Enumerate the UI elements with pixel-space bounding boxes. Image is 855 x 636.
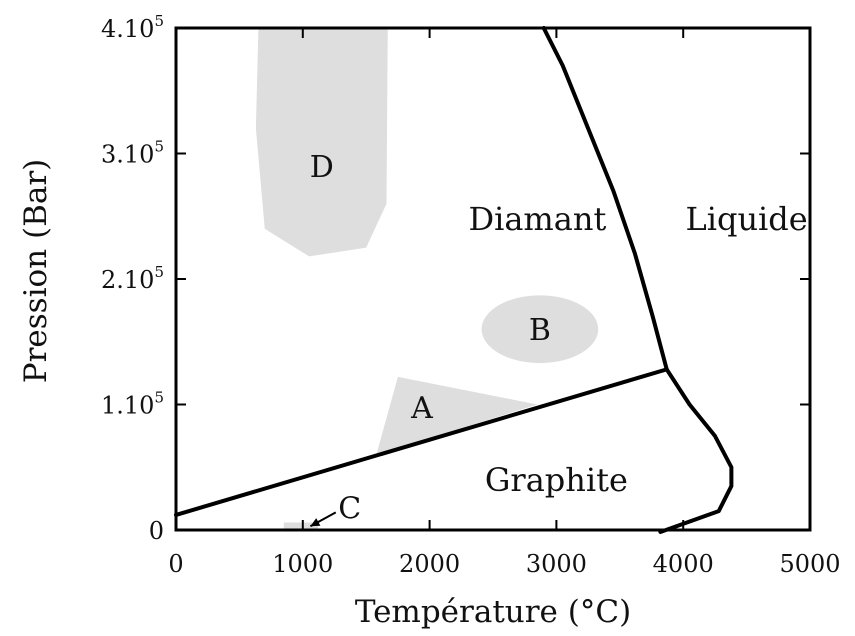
phase-label-diamant: Diamant	[468, 200, 606, 238]
y-tick-label: 4.105	[101, 12, 164, 43]
x-tick-label: 2000	[399, 550, 460, 578]
y-axis: 0 1.105 2.105 3.105 4.105	[101, 12, 810, 545]
y-tick-label: 2.105	[101, 263, 164, 294]
x-tick-label: 5000	[779, 550, 840, 578]
zone-label-b: B	[529, 313, 551, 348]
phase-label-liquide: Liquide	[685, 200, 807, 238]
zone-b	[481, 295, 599, 364]
labels-layer: Diamant Liquide Graphite A B C D	[310, 150, 808, 528]
zone-c	[283, 522, 319, 530]
y-tick-label: 1.105	[101, 389, 164, 420]
zone-label-a: A	[410, 391, 433, 426]
boundary-graphite-diamant	[174, 367, 669, 517]
x-tick-label: 4000	[653, 550, 714, 578]
y-axis-title: Pression (Bar)	[18, 159, 54, 384]
annotation-arrow-head	[310, 518, 321, 527]
x-tick-label: 3000	[526, 550, 587, 578]
zone-label-d: D	[310, 150, 334, 185]
phase-label-graphite: Graphite	[485, 461, 628, 499]
y-tick-label: 3.105	[101, 138, 164, 169]
y-tick-label: 0	[149, 517, 164, 545]
zone-a	[376, 376, 538, 455]
zone-label-c: C	[338, 491, 361, 526]
x-axis: 0 1000 2000 3000 4000 5000	[168, 28, 841, 578]
zone-d	[255, 28, 388, 257]
boundaries-layer	[174, 26, 734, 534]
x-tick-label: 0	[168, 550, 183, 578]
boundary-diamant-liquide	[541, 26, 669, 372]
zones-layer	[255, 28, 599, 530]
x-axis-title: Température (°C)	[355, 594, 631, 630]
x-tick-label: 1000	[272, 550, 333, 578]
boundary-graphite-liquide	[658, 367, 734, 534]
